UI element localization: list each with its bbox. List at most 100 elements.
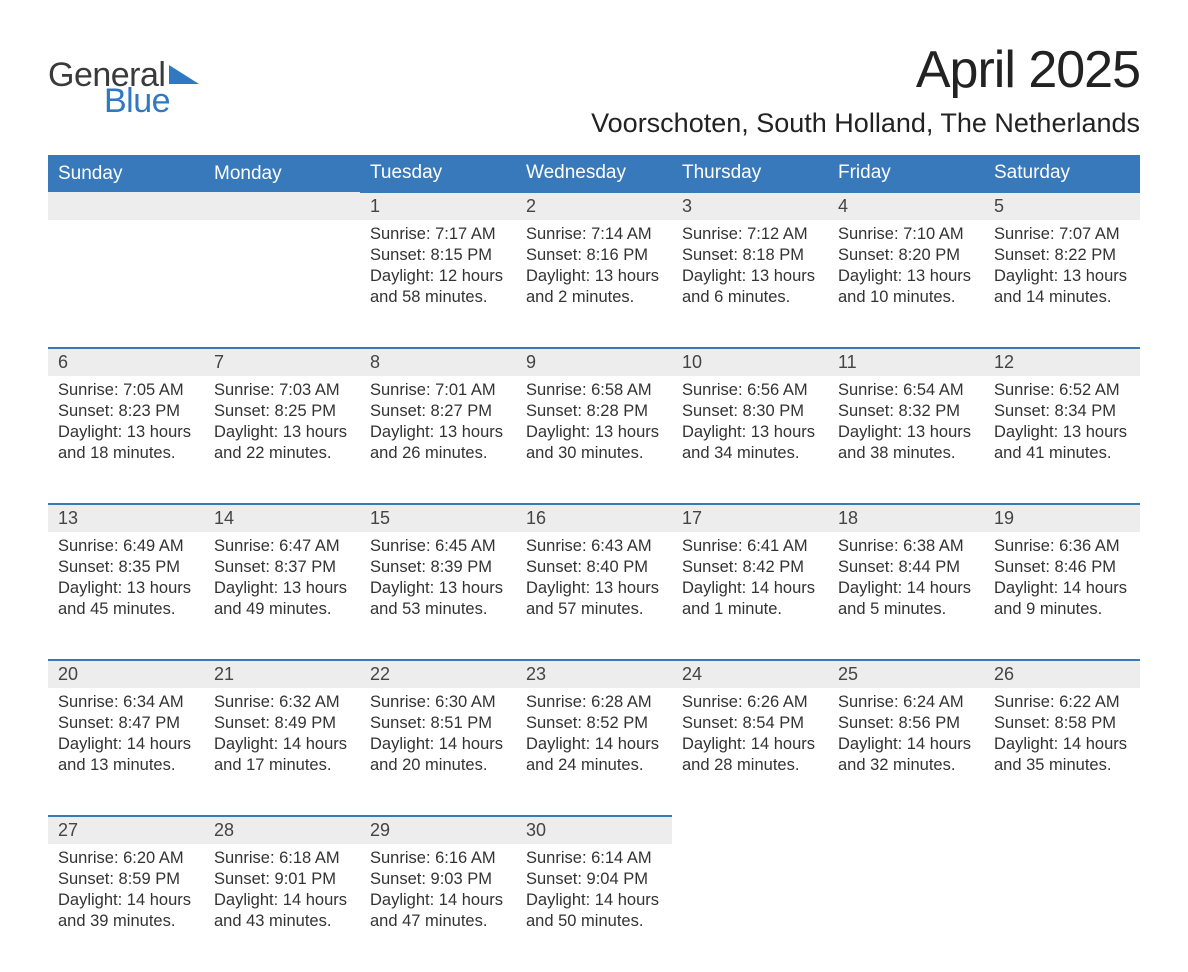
day-content-row: Sunrise: 7:05 AMSunset: 8:23 PMDaylight:… [48, 376, 1140, 504]
daylight-line: Daylight: 14 hours and 13 minutes. [58, 734, 194, 776]
weekday-header: Friday [828, 155, 984, 192]
sunset-line: Sunset: 8:42 PM [682, 557, 818, 578]
sunrise-line: Sunrise: 7:12 AM [682, 224, 818, 245]
day-content-cell: Sunrise: 6:34 AMSunset: 8:47 PMDaylight:… [48, 688, 204, 816]
day-number-cell: 20 [48, 660, 204, 688]
sunrise-line: Sunrise: 6:30 AM [370, 692, 506, 713]
day-content-cell: Sunrise: 7:05 AMSunset: 8:23 PMDaylight:… [48, 376, 204, 504]
weekday-header-row: SundayMondayTuesdayWednesdayThursdayFrid… [48, 155, 1140, 192]
day-content-cell [984, 844, 1140, 972]
weekday-header: Tuesday [360, 155, 516, 192]
daylight-line: Daylight: 13 hours and 22 minutes. [214, 422, 350, 464]
brand-word-2: Blue [104, 84, 199, 118]
day-number-cell: 12 [984, 348, 1140, 376]
day-content-cell: Sunrise: 6:28 AMSunset: 8:52 PMDaylight:… [516, 688, 672, 816]
daylight-line: Daylight: 14 hours and 32 minutes. [838, 734, 974, 776]
daylight-line: Daylight: 14 hours and 9 minutes. [994, 578, 1130, 620]
day-number-cell: 13 [48, 504, 204, 532]
day-content-cell: Sunrise: 7:03 AMSunset: 8:25 PMDaylight:… [204, 376, 360, 504]
day-content-cell: Sunrise: 6:24 AMSunset: 8:56 PMDaylight:… [828, 688, 984, 816]
daylight-line: Daylight: 14 hours and 5 minutes. [838, 578, 974, 620]
sunrise-line: Sunrise: 7:10 AM [838, 224, 974, 245]
day-number-cell [828, 816, 984, 844]
sunset-line: Sunset: 9:03 PM [370, 869, 506, 890]
sunset-line: Sunset: 8:32 PM [838, 401, 974, 422]
day-content-cell: Sunrise: 6:43 AMSunset: 8:40 PMDaylight:… [516, 532, 672, 660]
daylight-line: Daylight: 12 hours and 58 minutes. [370, 266, 506, 308]
daylight-line: Daylight: 13 hours and 57 minutes. [526, 578, 662, 620]
sunrise-line: Sunrise: 6:28 AM [526, 692, 662, 713]
day-content-cell: Sunrise: 6:14 AMSunset: 9:04 PMDaylight:… [516, 844, 672, 972]
sunrise-line: Sunrise: 6:16 AM [370, 848, 506, 869]
sunset-line: Sunset: 8:44 PM [838, 557, 974, 578]
day-content-cell: Sunrise: 6:54 AMSunset: 8:32 PMDaylight:… [828, 376, 984, 504]
sunset-line: Sunset: 8:34 PM [994, 401, 1130, 422]
daylight-line: Daylight: 13 hours and 41 minutes. [994, 422, 1130, 464]
day-number-cell: 15 [360, 504, 516, 532]
sunrise-line: Sunrise: 7:03 AM [214, 380, 350, 401]
sunset-line: Sunset: 8:22 PM [994, 245, 1130, 266]
sunset-line: Sunset: 8:54 PM [682, 713, 818, 734]
daylight-line: Daylight: 13 hours and 18 minutes. [58, 422, 194, 464]
daylight-line: Daylight: 13 hours and 53 minutes. [370, 578, 506, 620]
daylight-line: Daylight: 14 hours and 47 minutes. [370, 890, 506, 932]
daylight-line: Daylight: 14 hours and 24 minutes. [526, 734, 662, 776]
day-number-cell [204, 192, 360, 220]
day-number-cell: 25 [828, 660, 984, 688]
day-content-cell [672, 844, 828, 972]
weekday-header: Wednesday [516, 155, 672, 192]
day-content-cell: Sunrise: 6:56 AMSunset: 8:30 PMDaylight:… [672, 376, 828, 504]
sunset-line: Sunset: 8:35 PM [58, 557, 194, 578]
day-number-row: 20212223242526 [48, 660, 1140, 688]
sunset-line: Sunset: 8:58 PM [994, 713, 1130, 734]
header-row: General Blue April 2025 Voorschoten, Sou… [48, 40, 1140, 139]
day-number-cell [984, 816, 1140, 844]
weekday-header: Sunday [48, 155, 204, 192]
sunrise-line: Sunrise: 6:52 AM [994, 380, 1130, 401]
day-number-row: 12345 [48, 192, 1140, 220]
sunrise-line: Sunrise: 6:54 AM [838, 380, 974, 401]
day-number-cell: 1 [360, 192, 516, 220]
daylight-line: Daylight: 13 hours and 49 minutes. [214, 578, 350, 620]
weekday-header: Thursday [672, 155, 828, 192]
day-content-cell [828, 844, 984, 972]
sunrise-line: Sunrise: 7:01 AM [370, 380, 506, 401]
day-content-cell: Sunrise: 7:14 AMSunset: 8:16 PMDaylight:… [516, 220, 672, 348]
day-number-cell: 2 [516, 192, 672, 220]
sunrise-line: Sunrise: 6:56 AM [682, 380, 818, 401]
location-subtitle: Voorschoten, South Holland, The Netherla… [591, 108, 1140, 139]
day-number-cell: 11 [828, 348, 984, 376]
daylight-line: Daylight: 13 hours and 10 minutes. [838, 266, 974, 308]
day-content-cell: Sunrise: 6:22 AMSunset: 8:58 PMDaylight:… [984, 688, 1140, 816]
day-content-cell: Sunrise: 6:32 AMSunset: 8:49 PMDaylight:… [204, 688, 360, 816]
sunrise-line: Sunrise: 7:17 AM [370, 224, 506, 245]
daylight-line: Daylight: 14 hours and 20 minutes. [370, 734, 506, 776]
brand-logo: General Blue [48, 58, 199, 118]
day-number-cell: 21 [204, 660, 360, 688]
sunset-line: Sunset: 8:16 PM [526, 245, 662, 266]
day-content-cell: Sunrise: 6:58 AMSunset: 8:28 PMDaylight:… [516, 376, 672, 504]
daylight-line: Daylight: 13 hours and 34 minutes. [682, 422, 818, 464]
sunset-line: Sunset: 8:27 PM [370, 401, 506, 422]
day-number-cell: 30 [516, 816, 672, 844]
day-number-cell: 19 [984, 504, 1140, 532]
day-content-cell [48, 220, 204, 348]
daylight-line: Daylight: 13 hours and 45 minutes. [58, 578, 194, 620]
daylight-line: Daylight: 13 hours and 6 minutes. [682, 266, 818, 308]
day-content-cell: Sunrise: 6:18 AMSunset: 9:01 PMDaylight:… [204, 844, 360, 972]
daylight-line: Daylight: 14 hours and 1 minute. [682, 578, 818, 620]
calendar-table: SundayMondayTuesdayWednesdayThursdayFrid… [48, 155, 1140, 972]
day-content-cell: Sunrise: 6:49 AMSunset: 8:35 PMDaylight:… [48, 532, 204, 660]
sunrise-line: Sunrise: 7:05 AM [58, 380, 194, 401]
sunrise-line: Sunrise: 6:47 AM [214, 536, 350, 557]
day-content-cell: Sunrise: 6:38 AMSunset: 8:44 PMDaylight:… [828, 532, 984, 660]
weekday-header: Monday [204, 155, 360, 192]
daylight-line: Daylight: 14 hours and 43 minutes. [214, 890, 350, 932]
day-number-cell: 10 [672, 348, 828, 376]
day-content-cell: Sunrise: 6:36 AMSunset: 8:46 PMDaylight:… [984, 532, 1140, 660]
sunset-line: Sunset: 8:15 PM [370, 245, 506, 266]
day-number-cell: 6 [48, 348, 204, 376]
day-content-cell: Sunrise: 6:41 AMSunset: 8:42 PMDaylight:… [672, 532, 828, 660]
day-content-cell: Sunrise: 6:20 AMSunset: 8:59 PMDaylight:… [48, 844, 204, 972]
day-number-row: 13141516171819 [48, 504, 1140, 532]
